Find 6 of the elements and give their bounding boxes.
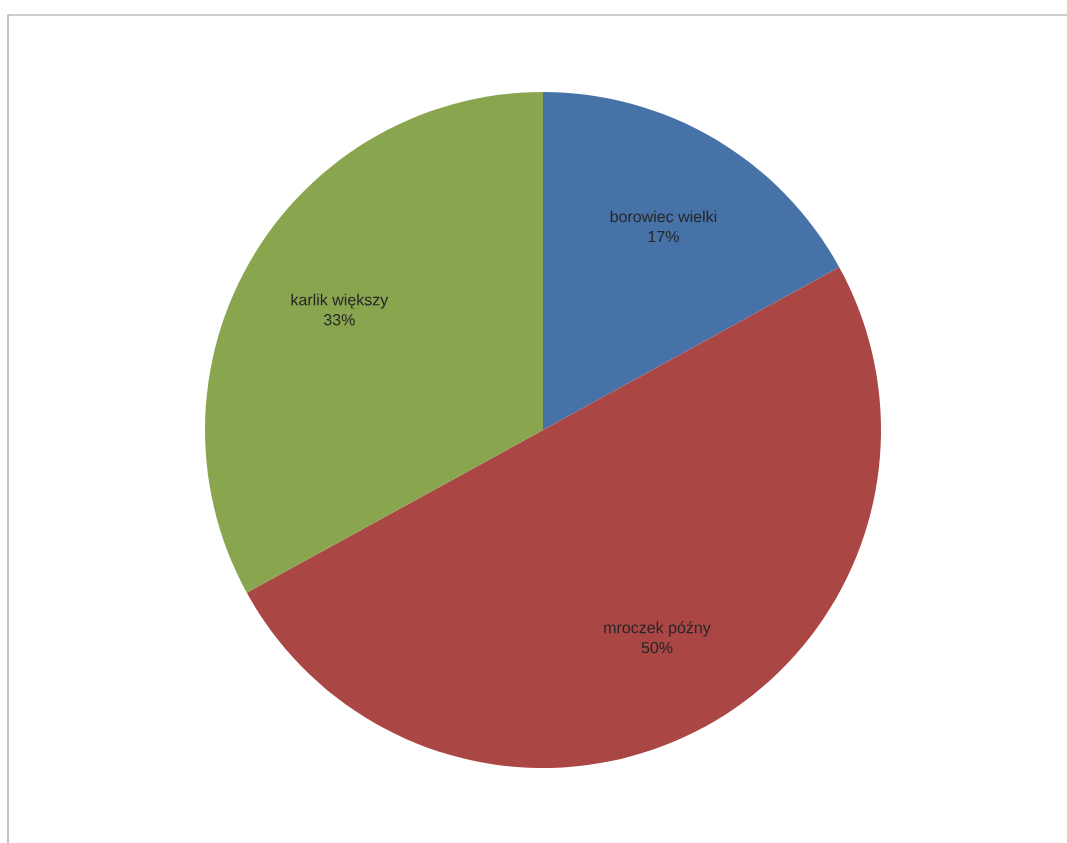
data-label: 33% — [323, 314, 355, 326]
data-label: 17% — [648, 230, 679, 243]
slice-label: karlik większy — [291, 293, 389, 309]
data-label: 50% — [641, 641, 673, 654]
slice-label: mroczek późny — [604, 621, 711, 637]
slice-label: borowiec wielki — [610, 210, 717, 223]
